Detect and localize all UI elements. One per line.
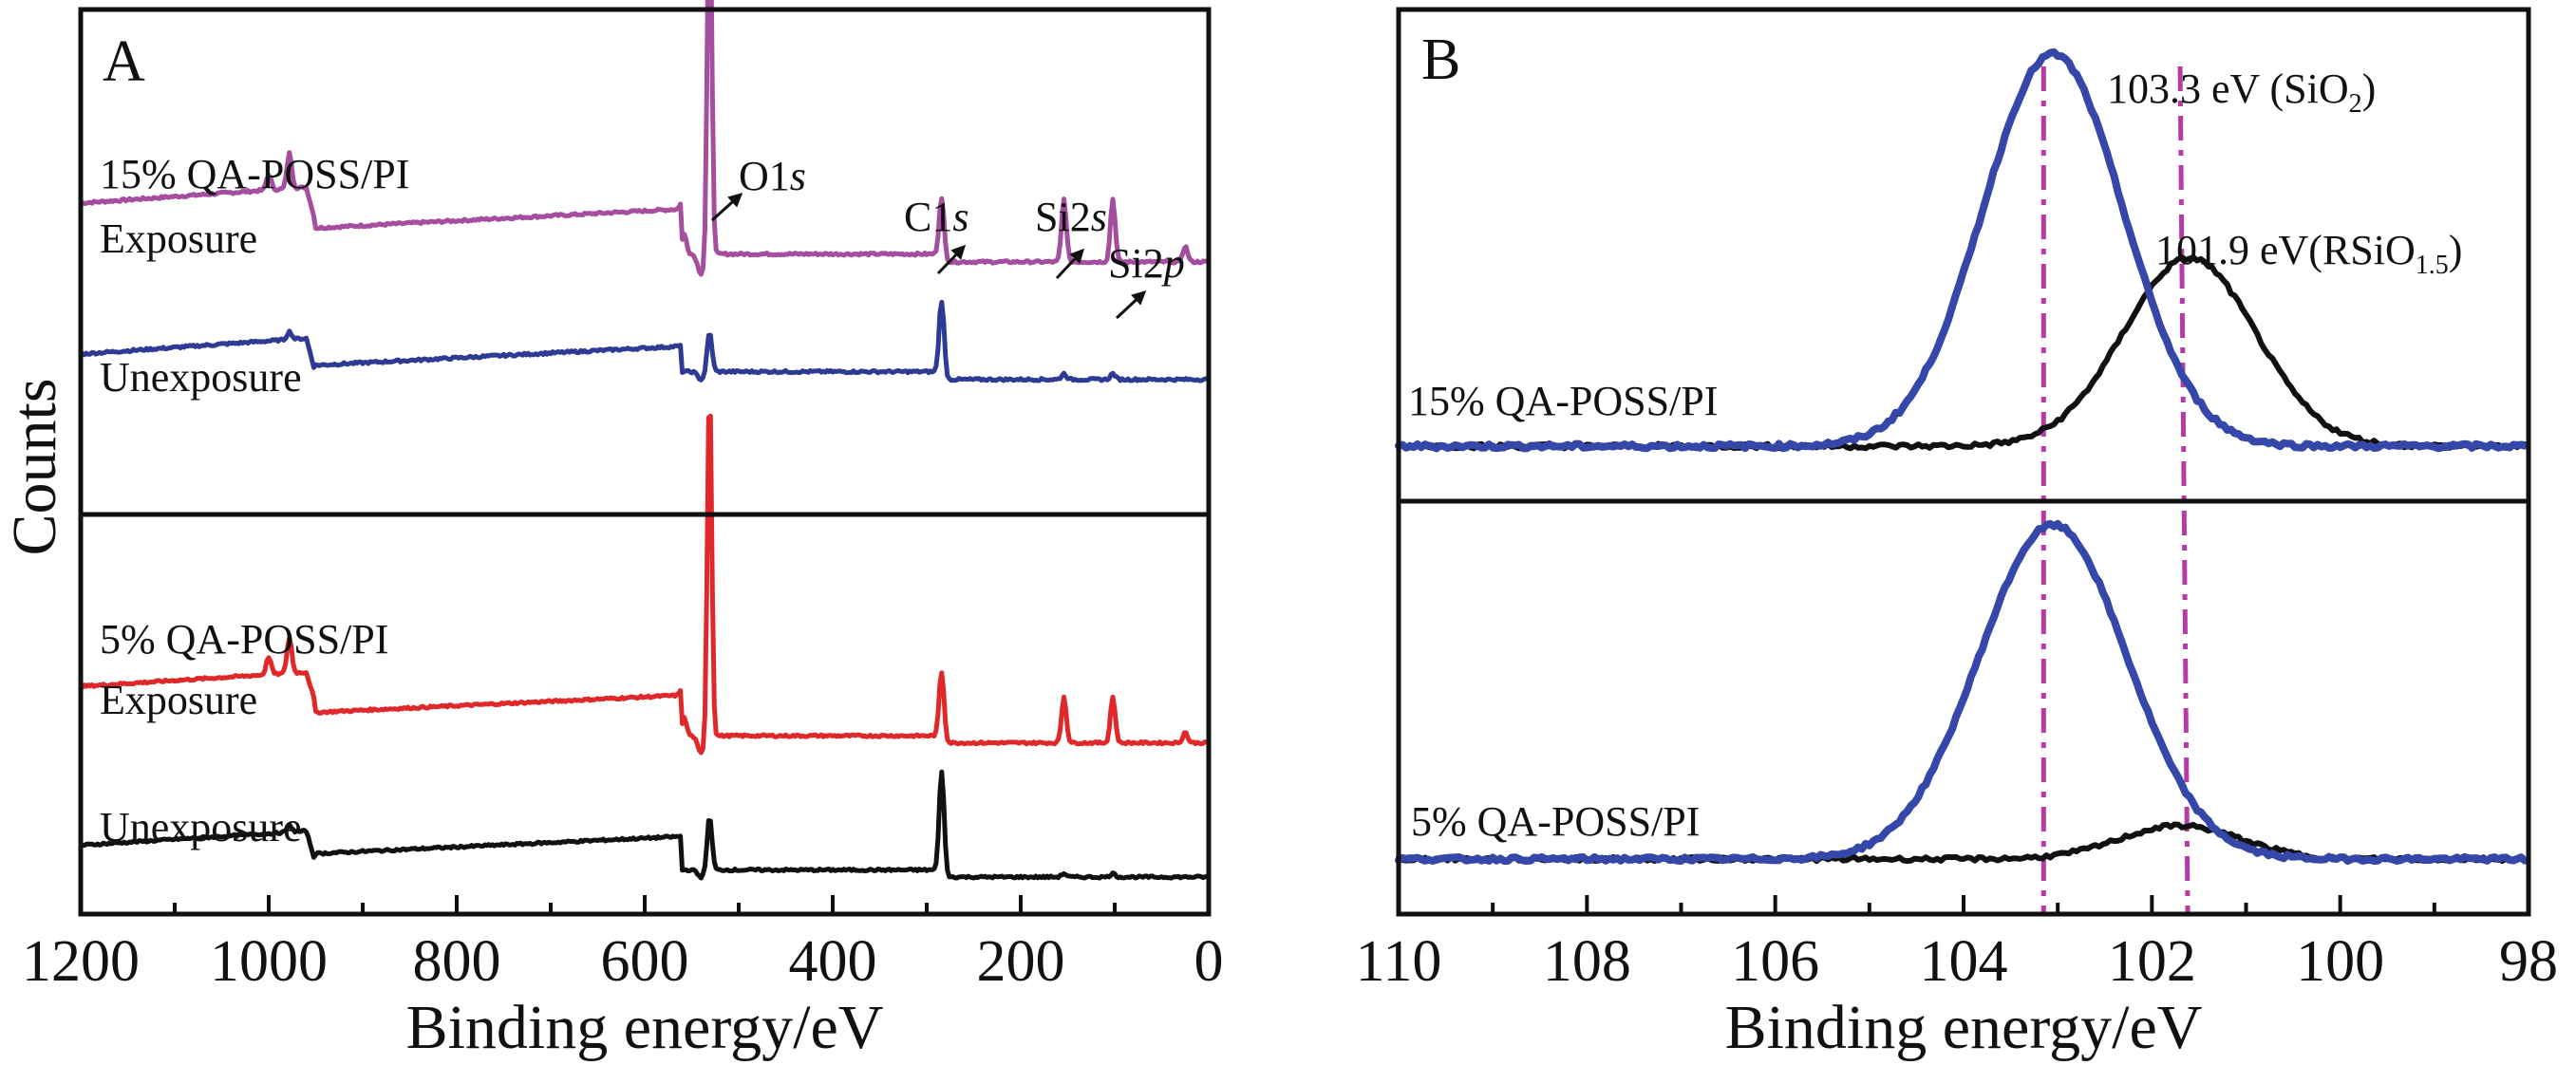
a-top-unexposure-label: Unexposure bbox=[100, 354, 302, 401]
c1s-annotation: C1s bbox=[904, 194, 968, 275]
panel-a-tick-label: 400 bbox=[789, 929, 877, 994]
panel-a-tick-label: 1000 bbox=[210, 929, 328, 994]
panel-b-tick-labels: 110 108 106 104 102 100 98 bbox=[1356, 929, 2558, 994]
panel-a-15pct-unexposure-curve bbox=[78, 299, 1212, 383]
o1s-annotation: O1s bbox=[710, 153, 806, 222]
panel-a: 1200 1000 800 600 400 200 0 A 15% QA-POSS/PI E… bbox=[22, 0, 1224, 1062]
panel-a-tick-label: 1200 bbox=[22, 929, 140, 994]
panel-a-tick-label: 0 bbox=[1194, 929, 1224, 994]
o1s-arrow-icon bbox=[710, 192, 743, 222]
panel-a-tick-label: 800 bbox=[413, 929, 501, 994]
panel-a-frame bbox=[78, 7, 1212, 917]
si2s-label: Si2s bbox=[1035, 194, 1107, 240]
rsio15-peak-label: 101.9 eV(RSiO1.5) bbox=[2155, 227, 2462, 280]
b-bottom-sample-label: 5% QA-POSS/PI bbox=[1411, 798, 1700, 845]
panel-b-15pct-exposure-curve bbox=[1395, 47, 2529, 453]
a-top-sample-label: 15% QA-POSS/PI bbox=[100, 151, 409, 197]
panel-a-tick-label: 200 bbox=[977, 929, 1065, 994]
panel-b-curves bbox=[1395, 47, 2529, 865]
c1s-arrow-icon bbox=[936, 244, 967, 275]
si2s-annotation: Si2s bbox=[1035, 194, 1107, 280]
a-bottom-unexposure-label: Unexposure bbox=[100, 804, 302, 850]
panel-b-tick-label: 98 bbox=[2499, 929, 2558, 994]
panel-b-ticks bbox=[1491, 895, 2436, 914]
a-top-exposure-label: Exposure bbox=[100, 215, 257, 262]
panel-a-15pct-exposure-curve bbox=[78, 0, 1212, 277]
panel-a-letter: A bbox=[103, 29, 145, 94]
panel-b-5pct-exposure-curve bbox=[1395, 519, 2529, 865]
b-top-sample-label: 15% QA-POSS/PI bbox=[1408, 378, 1718, 424]
panel-b-tick-label: 110 bbox=[1356, 929, 1442, 994]
panel-a-tick-labels: 1200 1000 800 600 400 200 0 bbox=[22, 929, 1224, 994]
panel-b-tick-label: 104 bbox=[1920, 929, 2008, 994]
panel-b-x-axis-title: Binding energy/eV bbox=[1725, 993, 2203, 1062]
panel-b-tick-label: 108 bbox=[1543, 929, 1631, 994]
si2p-annotation: Si2p bbox=[1108, 240, 1185, 320]
si2p-arrow-icon bbox=[1115, 290, 1147, 320]
panel-a-5pct-unexposure-curve bbox=[78, 769, 1212, 881]
panel-a-curves bbox=[78, 0, 1212, 881]
panel-b-letter: B bbox=[1421, 28, 1460, 92]
panel-b: 110 108 106 104 102 100 98 B 15% QA-POSS/PI 5%… bbox=[1356, 7, 2558, 1062]
panel-a-5pct-exposure-curve bbox=[78, 413, 1212, 756]
sio2-peak-label: 103.3 eV (SiO2) bbox=[2107, 65, 2376, 119]
si2p-label: Si2p bbox=[1108, 240, 1185, 287]
o1s-label: O1s bbox=[739, 153, 806, 199]
panel-a-x-axis-title: Binding energy/eV bbox=[406, 993, 884, 1062]
reference-line-101.7 bbox=[2177, 65, 2191, 915]
panel-b-frame bbox=[1396, 7, 2531, 917]
a-bottom-sample-label: 5% QA-POSS/PI bbox=[100, 616, 388, 663]
si2s-arrow-icon bbox=[1055, 248, 1085, 280]
c1s-label: C1s bbox=[904, 194, 968, 240]
panel-a-ticks bbox=[173, 895, 1117, 914]
panel-b-tick-label: 106 bbox=[1731, 929, 1819, 994]
panel-b-reference-lines bbox=[2040, 65, 2191, 915]
a-bottom-exposure-label: Exposure bbox=[100, 677, 257, 723]
panel-b-tick-label: 100 bbox=[2296, 929, 2384, 994]
panel-b-tick-label: 102 bbox=[2108, 929, 2196, 994]
y-axis-title: Counts bbox=[0, 378, 69, 555]
panel-a-tick-label: 600 bbox=[601, 929, 689, 994]
